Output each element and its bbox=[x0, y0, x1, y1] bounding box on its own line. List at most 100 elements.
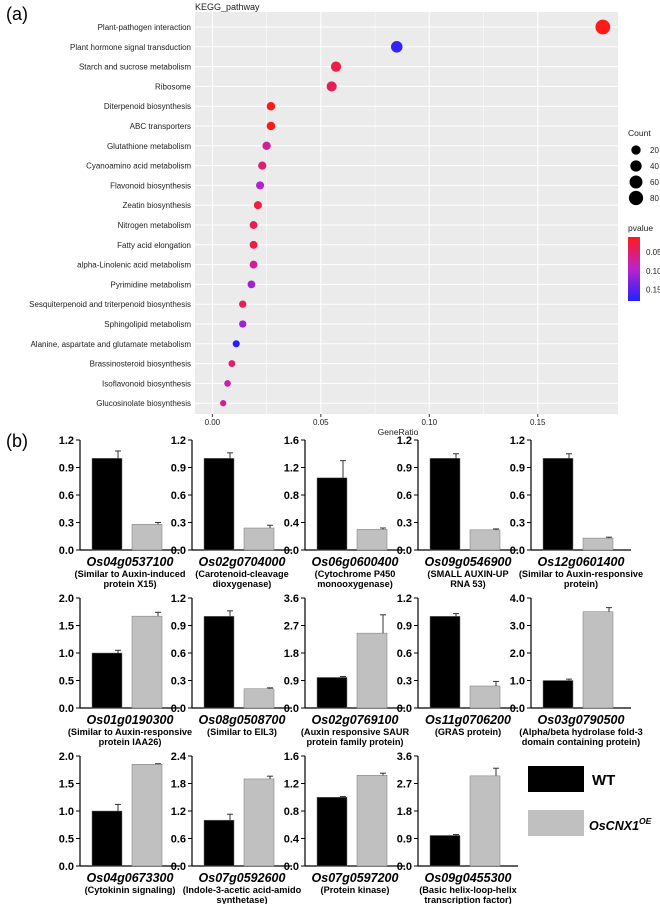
legend-oe-name: OsCNX1 bbox=[589, 819, 639, 833]
gene-label: Os11g0706200 bbox=[425, 713, 511, 727]
gene-description: protein family protein) bbox=[307, 737, 404, 747]
bar-oe bbox=[131, 764, 163, 867]
bar-wt bbox=[429, 458, 461, 551]
category-label: ABC transporters bbox=[130, 122, 191, 131]
dotplot-title: KEGG_pathway bbox=[195, 2, 260, 12]
gene-description: (Auxin responsive SAUR bbox=[301, 727, 410, 737]
y-tick-label: 1.2 bbox=[397, 593, 412, 605]
panel-a-label: (a) bbox=[6, 4, 28, 24]
y-tick-label: 1.2 bbox=[171, 435, 186, 447]
gene-description: synthetase) bbox=[216, 895, 267, 904]
subplot-Os01g0190300: 0.0 0.5 1.0 1.5 2.0 Os01g0190300(Similar to A… bbox=[59, 593, 192, 747]
data-point bbox=[249, 260, 258, 269]
category-label: Nitrogen metabolism bbox=[118, 221, 192, 230]
gene-description: protein IAA26) bbox=[99, 737, 162, 747]
category-label: Sesquiterpenoid and triterpenoid biosynt… bbox=[29, 300, 191, 309]
y-tick-label: 0.8 bbox=[284, 806, 299, 818]
category-label: Pyrimidine metabolism bbox=[111, 280, 192, 289]
gene-description: protein X15) bbox=[103, 579, 156, 589]
category-label: Cyanoamino acid metabolism bbox=[86, 162, 191, 171]
y-tick-label: 0.0 bbox=[284, 703, 299, 715]
gene-description: (Indole-3-acetic acid-amido bbox=[183, 885, 302, 895]
gene-description: (Similar to Auxin-responsive bbox=[519, 569, 643, 579]
y-tick-label: 1.2 bbox=[510, 435, 525, 447]
gene-label: Os12g0601400 bbox=[538, 555, 625, 569]
pvalue-legend-tick: 0.15 bbox=[646, 286, 660, 295]
y-tick-label: 0.6 bbox=[171, 648, 186, 660]
category-label: Ribosome bbox=[155, 82, 192, 91]
subplot-Os07g0597200: 0.0 0.4 0.8 1.2 1.6 Os07g0597200(Protein kina… bbox=[284, 751, 405, 895]
y-tick-label: 0.3 bbox=[171, 518, 186, 530]
subplot-Os04g0537100: 0.0 0.3 0.6 0.9 1.2 Os04g0537100(Similar to A… bbox=[59, 435, 186, 589]
y-tick-label: 0.9 bbox=[397, 463, 412, 475]
gene-description: (SMALL AUXIN-UP bbox=[427, 569, 508, 579]
count-size-legend: Count 20 40 60 80 bbox=[628, 128, 659, 206]
count-legend-dot bbox=[628, 190, 644, 206]
bar-oe bbox=[243, 778, 275, 867]
y-tick-label: 0.3 bbox=[510, 518, 525, 530]
bar-oe bbox=[356, 775, 388, 867]
y-tick-label: 1.2 bbox=[59, 435, 74, 447]
x-tick-label: 0.15 bbox=[530, 418, 546, 427]
y-tick-label: 1.0 bbox=[510, 676, 525, 688]
bar-oe bbox=[356, 529, 388, 551]
data-point bbox=[266, 101, 276, 111]
subplot-Os02g0704000: 0.0 0.3 0.6 0.9 1.2 Os02g0704000(Carotenoid-c… bbox=[171, 435, 292, 589]
bar-wt bbox=[316, 797, 348, 867]
y-tick-label: 1.6 bbox=[284, 751, 299, 763]
legend-swatch-wt bbox=[528, 766, 584, 792]
y-tick-label: 1.8 bbox=[397, 806, 412, 818]
category-label: Alanine, aspartate and glutamate metabol… bbox=[30, 340, 191, 349]
gene-description: protein) bbox=[564, 579, 598, 589]
bar-wt bbox=[91, 458, 123, 551]
y-tick-label: 0.0 bbox=[284, 861, 299, 873]
y-tick-label: 0.6 bbox=[59, 490, 74, 502]
bar-oe bbox=[582, 611, 614, 709]
y-tick-label: 1.6 bbox=[284, 435, 299, 447]
data-point bbox=[224, 380, 231, 387]
count-legend-dot bbox=[631, 145, 641, 155]
y-tick-label: 1.2 bbox=[284, 463, 299, 475]
gene-description: (Similar to EIL3) bbox=[207, 727, 277, 737]
category-label: Starch and sucrose metabolism bbox=[79, 63, 191, 72]
gene-label: Os06g0600400 bbox=[312, 555, 399, 569]
y-tick-label: 0.9 bbox=[59, 463, 74, 475]
category-label: Plant-pathogen interaction bbox=[98, 23, 191, 32]
y-tick-label: 0.6 bbox=[171, 490, 186, 502]
gene-label: Os03g0790500 bbox=[538, 713, 625, 727]
y-tick-label: 1.0 bbox=[59, 648, 74, 660]
y-tick-label: 1.2 bbox=[397, 435, 412, 447]
gene-description: (Cytochrome P450 bbox=[315, 569, 396, 579]
gene-description: (Carotenoid-cleavage bbox=[195, 569, 288, 579]
data-point bbox=[262, 141, 271, 150]
legend-oe-superscript: OE bbox=[639, 816, 652, 826]
data-point bbox=[249, 221, 258, 229]
y-tick-label: 3.6 bbox=[397, 751, 412, 763]
count-legend-value: 40 bbox=[650, 162, 659, 171]
y-tick-label: 2.4 bbox=[171, 751, 187, 763]
y-tick-label: 2.7 bbox=[397, 779, 412, 791]
y-tick-label: 3.0 bbox=[510, 621, 525, 633]
gene-label: Os02g0704000 bbox=[199, 555, 286, 569]
y-tick-label: 0.4 bbox=[284, 518, 300, 530]
bar-oe bbox=[469, 775, 501, 867]
legend-swatch-oe bbox=[528, 810, 584, 836]
category-label: alpha-Linolenic acid metabolism bbox=[77, 261, 191, 270]
gene-description: transcription factor) bbox=[424, 895, 511, 904]
y-tick-label: 0.0 bbox=[171, 861, 186, 873]
count-legend-value: 80 bbox=[650, 194, 659, 203]
y-tick-label: 1.5 bbox=[59, 779, 74, 791]
category-label: Glutathione metabolism bbox=[107, 142, 191, 151]
y-tick-label: 0.5 bbox=[59, 676, 74, 688]
count-legend-title: Count bbox=[628, 128, 651, 138]
subplot-Os11g0706200: 0.0 0.3 0.6 0.9 1.2 Os11g0706200(GRAS protein… bbox=[397, 593, 518, 737]
bar-wt bbox=[203, 616, 235, 709]
subplot-Os03g0790500: 0.0 1.0 2.0 3.0 4.0 Os03g0790500(Alpha/beta h… bbox=[510, 593, 643, 747]
bar-wt bbox=[91, 652, 123, 709]
gene-label: Os09g0546900 bbox=[425, 555, 512, 569]
y-tick-label: 0.0 bbox=[397, 861, 412, 873]
y-tick-label: 0.9 bbox=[284, 676, 299, 688]
bar-wt bbox=[542, 680, 574, 709]
y-tick-label: 0.0 bbox=[397, 703, 412, 715]
gene-description: monooxygenase) bbox=[317, 579, 393, 589]
